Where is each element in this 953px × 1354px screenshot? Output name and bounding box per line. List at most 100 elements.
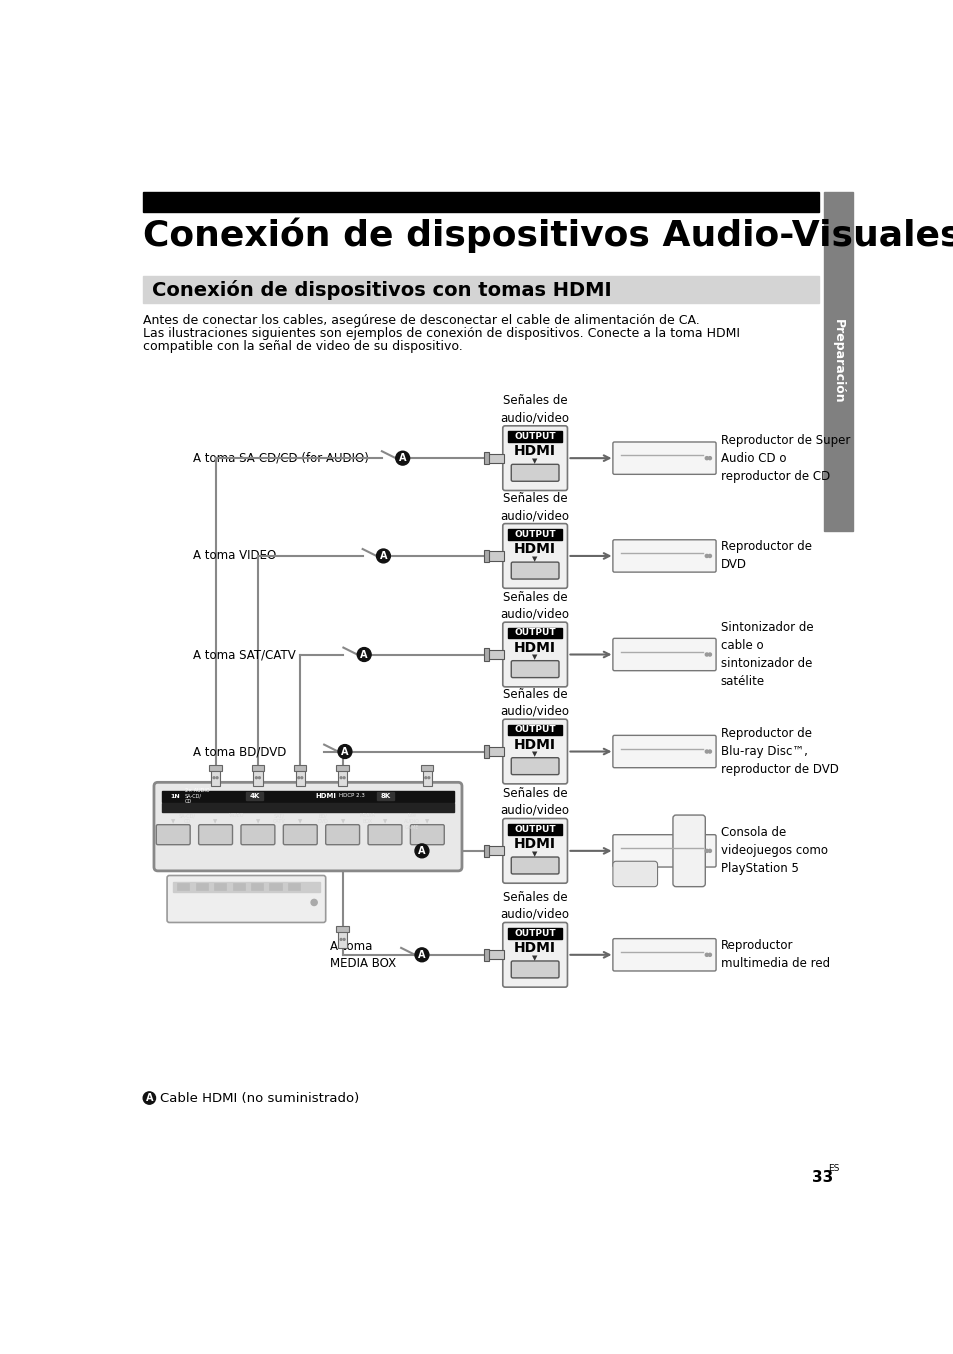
Text: Conexión de dispositivos con tomas HDMI: Conexión de dispositivos con tomas HDMI: [152, 279, 612, 299]
FancyBboxPatch shape: [368, 825, 401, 845]
Circle shape: [337, 745, 352, 758]
Bar: [487, 951, 504, 960]
Text: Señales de
audio/video: Señales de audio/video: [500, 891, 569, 921]
FancyBboxPatch shape: [502, 719, 567, 784]
Bar: [336, 926, 349, 933]
Circle shape: [343, 938, 345, 940]
Text: Señales de
audio/video: Señales de audio/video: [500, 394, 569, 424]
Text: Señales de
audio/video: Señales de audio/video: [500, 688, 569, 718]
Bar: [487, 747, 504, 756]
Text: ▼: ▼: [340, 819, 344, 825]
Text: Consola de
videojuegos como
PlayStation 5: Consola de videojuegos como PlayStation …: [720, 826, 827, 875]
Text: Reproductor de
DVD: Reproductor de DVD: [720, 540, 811, 571]
FancyBboxPatch shape: [167, 876, 325, 922]
Text: Antes de conectar los cables, asegúrese de desconectar el cable de alimentación : Antes de conectar los cables, asegúrese …: [143, 314, 700, 328]
Bar: [143, 276, 819, 303]
Bar: [487, 650, 504, 659]
Text: OUTPUT: OUTPUT: [514, 929, 556, 938]
FancyBboxPatch shape: [612, 938, 716, 971]
Text: A: A: [398, 454, 406, 463]
Bar: [162, 803, 453, 812]
FancyBboxPatch shape: [153, 783, 461, 871]
Text: Reproductor de Super
Audio CD o
reproductor de CD: Reproductor de Super Audio CD o reproduc…: [720, 433, 849, 482]
Text: Señales de
audio/video: Señales de audio/video: [500, 492, 569, 523]
Circle shape: [704, 554, 708, 558]
Text: Preparación: Preparación: [831, 318, 844, 403]
Bar: [251, 883, 263, 890]
Text: ▼: ▼: [298, 819, 302, 825]
Text: A toma SAT/CATV: A toma SAT/CATV: [193, 649, 295, 661]
Text: Cable HDMI (no suministrado): Cable HDMI (no suministrado): [160, 1091, 359, 1105]
Circle shape: [424, 777, 426, 779]
Text: SAT/
CATV: SAT/ CATV: [273, 814, 286, 825]
Bar: [252, 765, 264, 770]
FancyBboxPatch shape: [612, 735, 716, 768]
Text: A toma
MEDIA BOX: A toma MEDIA BOX: [329, 940, 395, 969]
Text: OUTPUT: OUTPUT: [514, 825, 556, 834]
Circle shape: [704, 456, 708, 460]
FancyBboxPatch shape: [241, 825, 274, 845]
FancyBboxPatch shape: [511, 562, 558, 580]
Bar: [487, 454, 504, 463]
Text: 4K: 4K: [250, 793, 260, 799]
Bar: [483, 550, 488, 562]
Circle shape: [428, 777, 430, 779]
Bar: [508, 927, 561, 938]
Text: A toma SA-CD/CD (for AUDIO): A toma SA-CD/CD (for AUDIO): [193, 452, 369, 464]
Text: ▼: ▼: [532, 850, 537, 857]
Circle shape: [258, 777, 260, 779]
Circle shape: [704, 653, 708, 657]
Text: A toma VIDEO: A toma VIDEO: [193, 550, 276, 562]
Text: A: A: [360, 650, 368, 659]
Bar: [337, 932, 347, 948]
Text: HDMI: HDMI: [514, 837, 556, 850]
FancyBboxPatch shape: [156, 825, 190, 845]
Text: OUTPUT: OUTPUT: [514, 432, 556, 441]
Text: MEDIA
BOX: MEDIA BOX: [359, 814, 375, 825]
Circle shape: [415, 948, 429, 961]
Bar: [483, 452, 488, 464]
FancyBboxPatch shape: [283, 825, 317, 845]
Bar: [487, 551, 504, 561]
Text: HDMI: HDMI: [514, 941, 556, 955]
Bar: [173, 881, 319, 892]
Bar: [295, 769, 305, 787]
Circle shape: [213, 777, 214, 779]
Bar: [246, 792, 263, 800]
FancyBboxPatch shape: [672, 815, 704, 887]
Text: 2× AUDIO
SA-CD/
CD: 2× AUDIO SA-CD/ CD: [185, 788, 209, 804]
Circle shape: [708, 456, 711, 460]
Bar: [508, 529, 561, 540]
Circle shape: [376, 548, 390, 563]
Bar: [211, 769, 220, 787]
FancyBboxPatch shape: [511, 857, 558, 873]
FancyBboxPatch shape: [511, 464, 558, 481]
Bar: [269, 883, 281, 890]
Bar: [177, 883, 190, 890]
Bar: [483, 745, 488, 758]
Text: Señales de
audio/video: Señales de audio/video: [500, 590, 569, 620]
FancyBboxPatch shape: [502, 819, 567, 883]
FancyBboxPatch shape: [612, 861, 657, 887]
Bar: [233, 883, 245, 890]
Bar: [337, 769, 347, 787]
Bar: [376, 792, 394, 800]
Bar: [487, 846, 504, 856]
FancyBboxPatch shape: [502, 425, 567, 490]
Bar: [336, 765, 349, 770]
Text: 8K: 8K: [380, 793, 391, 799]
FancyBboxPatch shape: [502, 623, 567, 686]
Circle shape: [415, 844, 429, 858]
Text: Señales de
audio/video: Señales de audio/video: [500, 787, 569, 816]
Text: ▼: ▼: [425, 819, 429, 825]
Text: Sintonizador de
cable o
sintonizador de
satélite: Sintonizador de cable o sintonizador de …: [720, 621, 813, 688]
Text: SA-CD/
CD: SA-CD/ CD: [178, 814, 195, 825]
Circle shape: [356, 647, 371, 662]
FancyBboxPatch shape: [612, 834, 716, 867]
Circle shape: [340, 777, 341, 779]
Bar: [422, 769, 432, 787]
Circle shape: [708, 953, 711, 956]
Circle shape: [300, 777, 302, 779]
Text: ▼: ▼: [255, 819, 260, 825]
Bar: [288, 883, 300, 890]
